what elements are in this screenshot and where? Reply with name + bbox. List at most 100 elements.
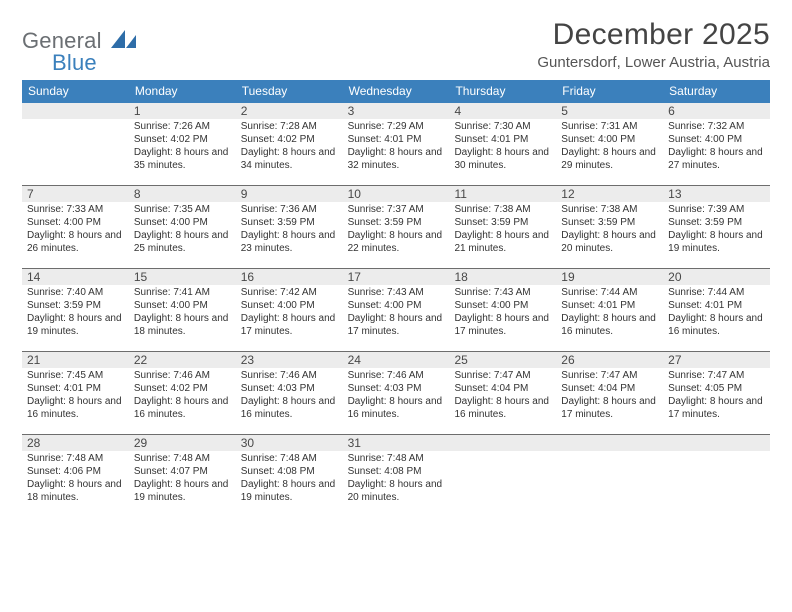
week-body-row: Sunrise: 7:45 AMSunset: 4:01 PMDaylight:… <box>22 368 770 434</box>
date-number: 26 <box>556 352 663 368</box>
day-cell <box>22 119 129 185</box>
day-cell: Sunrise: 7:48 AMSunset: 4:08 PMDaylight:… <box>236 451 343 517</box>
logo-sail-icon <box>111 30 137 48</box>
sunset-line: Sunset: 4:02 PM <box>134 382 232 395</box>
sunset-line: Sunset: 3:59 PM <box>348 216 446 229</box>
sunset-line: Sunset: 4:00 PM <box>134 216 232 229</box>
sunrise-line: Sunrise: 7:35 AM <box>134 203 232 216</box>
date-number-row: 123456 <box>22 103 770 119</box>
date-number: 31 <box>343 435 450 451</box>
day-cell: Sunrise: 7:47 AMSunset: 4:05 PMDaylight:… <box>663 368 770 434</box>
daylight-line: Daylight: 8 hours and 17 minutes. <box>241 312 339 338</box>
daylight-line: Daylight: 8 hours and 27 minutes. <box>668 146 766 172</box>
date-number <box>449 435 556 451</box>
daylight-line: Daylight: 8 hours and 17 minutes. <box>348 312 446 338</box>
date-number: 14 <box>22 269 129 285</box>
sunrise-line: Sunrise: 7:47 AM <box>561 369 659 382</box>
sunrise-line: Sunrise: 7:47 AM <box>668 369 766 382</box>
daylight-line: Daylight: 8 hours and 16 minutes. <box>348 395 446 421</box>
date-number: 19 <box>556 269 663 285</box>
sunset-line: Sunset: 4:07 PM <box>134 465 232 478</box>
daylight-line: Daylight: 8 hours and 16 minutes. <box>134 395 232 421</box>
date-number: 8 <box>129 186 236 202</box>
sunset-line: Sunset: 3:59 PM <box>668 216 766 229</box>
sunrise-line: Sunrise: 7:43 AM <box>454 286 552 299</box>
sunrise-line: Sunrise: 7:48 AM <box>348 452 446 465</box>
day-cell: Sunrise: 7:35 AMSunset: 4:00 PMDaylight:… <box>129 202 236 268</box>
sunset-line: Sunset: 4:06 PM <box>27 465 125 478</box>
sunrise-line: Sunrise: 7:48 AM <box>241 452 339 465</box>
daylight-line: Daylight: 8 hours and 35 minutes. <box>134 146 232 172</box>
weekday-header: Wednesday <box>343 80 450 103</box>
daylight-line: Daylight: 8 hours and 19 minutes. <box>668 229 766 255</box>
date-number-row: 78910111213 <box>22 185 770 202</box>
sunrise-line: Sunrise: 7:46 AM <box>348 369 446 382</box>
day-cell: Sunrise: 7:43 AMSunset: 4:00 PMDaylight:… <box>343 285 450 351</box>
sunset-line: Sunset: 4:02 PM <box>241 133 339 146</box>
daylight-line: Daylight: 8 hours and 17 minutes. <box>454 312 552 338</box>
date-number: 6 <box>663 103 770 119</box>
sunset-line: Sunset: 4:01 PM <box>348 133 446 146</box>
date-number: 7 <box>22 186 129 202</box>
day-cell: Sunrise: 7:48 AMSunset: 4:06 PMDaylight:… <box>22 451 129 517</box>
sunset-line: Sunset: 4:00 PM <box>241 299 339 312</box>
sunrise-line: Sunrise: 7:47 AM <box>454 369 552 382</box>
sunrise-line: Sunrise: 7:31 AM <box>561 120 659 133</box>
daylight-line: Daylight: 8 hours and 25 minutes. <box>134 229 232 255</box>
day-cell: Sunrise: 7:47 AMSunset: 4:04 PMDaylight:… <box>556 368 663 434</box>
sunrise-line: Sunrise: 7:40 AM <box>27 286 125 299</box>
day-cell <box>449 451 556 517</box>
date-number: 3 <box>343 103 450 119</box>
date-number: 1 <box>129 103 236 119</box>
sunset-line: Sunset: 4:00 PM <box>561 133 659 146</box>
sunrise-line: Sunrise: 7:26 AM <box>134 120 232 133</box>
day-cell: Sunrise: 7:26 AMSunset: 4:02 PMDaylight:… <box>129 119 236 185</box>
daylight-line: Daylight: 8 hours and 34 minutes. <box>241 146 339 172</box>
weekday-header: Saturday <box>663 80 770 103</box>
date-number: 13 <box>663 186 770 202</box>
sunset-line: Sunset: 4:00 PM <box>454 299 552 312</box>
daylight-line: Daylight: 8 hours and 19 minutes. <box>27 312 125 338</box>
day-cell <box>663 451 770 517</box>
daylight-line: Daylight: 8 hours and 20 minutes. <box>348 478 446 504</box>
date-number: 11 <box>449 186 556 202</box>
calendar-grid: Sunday Monday Tuesday Wednesday Thursday… <box>22 80 770 517</box>
weekday-header: Thursday <box>449 80 556 103</box>
sunset-line: Sunset: 3:59 PM <box>241 216 339 229</box>
sunrise-line: Sunrise: 7:29 AM <box>348 120 446 133</box>
daylight-line: Daylight: 8 hours and 18 minutes. <box>27 478 125 504</box>
day-cell: Sunrise: 7:41 AMSunset: 4:00 PMDaylight:… <box>129 285 236 351</box>
daylight-line: Daylight: 8 hours and 19 minutes. <box>241 478 339 504</box>
sunset-line: Sunset: 4:01 PM <box>561 299 659 312</box>
day-cell: Sunrise: 7:42 AMSunset: 4:00 PMDaylight:… <box>236 285 343 351</box>
location-subtitle: Guntersdorf, Lower Austria, Austria <box>537 54 770 71</box>
date-number: 24 <box>343 352 450 368</box>
day-cell: Sunrise: 7:44 AMSunset: 4:01 PMDaylight:… <box>556 285 663 351</box>
month-title: December 2025 <box>537 18 770 52</box>
day-cell: Sunrise: 7:33 AMSunset: 4:00 PMDaylight:… <box>22 202 129 268</box>
sunrise-line: Sunrise: 7:36 AM <box>241 203 339 216</box>
day-cell: Sunrise: 7:28 AMSunset: 4:02 PMDaylight:… <box>236 119 343 185</box>
sunrise-line: Sunrise: 7:45 AM <box>27 369 125 382</box>
daylight-line: Daylight: 8 hours and 16 minutes. <box>561 312 659 338</box>
date-number: 30 <box>236 435 343 451</box>
sunset-line: Sunset: 4:08 PM <box>241 465 339 478</box>
daylight-line: Daylight: 8 hours and 16 minutes. <box>27 395 125 421</box>
sunrise-line: Sunrise: 7:39 AM <box>668 203 766 216</box>
logo: General Blue <box>22 18 137 74</box>
weeks-container: 123456Sunrise: 7:26 AMSunset: 4:02 PMDay… <box>22 103 770 517</box>
date-number-row: 21222324252627 <box>22 351 770 368</box>
day-cell: Sunrise: 7:40 AMSunset: 3:59 PMDaylight:… <box>22 285 129 351</box>
date-number: 17 <box>343 269 450 285</box>
sunrise-line: Sunrise: 7:41 AM <box>134 286 232 299</box>
date-number <box>22 103 129 119</box>
date-number: 10 <box>343 186 450 202</box>
daylight-line: Daylight: 8 hours and 16 minutes. <box>668 312 766 338</box>
sunrise-line: Sunrise: 7:33 AM <box>27 203 125 216</box>
day-cell: Sunrise: 7:32 AMSunset: 4:00 PMDaylight:… <box>663 119 770 185</box>
day-cell: Sunrise: 7:36 AMSunset: 3:59 PMDaylight:… <box>236 202 343 268</box>
sunset-line: Sunset: 4:00 PM <box>348 299 446 312</box>
date-number: 21 <box>22 352 129 368</box>
daylight-line: Daylight: 8 hours and 22 minutes. <box>348 229 446 255</box>
daylight-line: Daylight: 8 hours and 26 minutes. <box>27 229 125 255</box>
